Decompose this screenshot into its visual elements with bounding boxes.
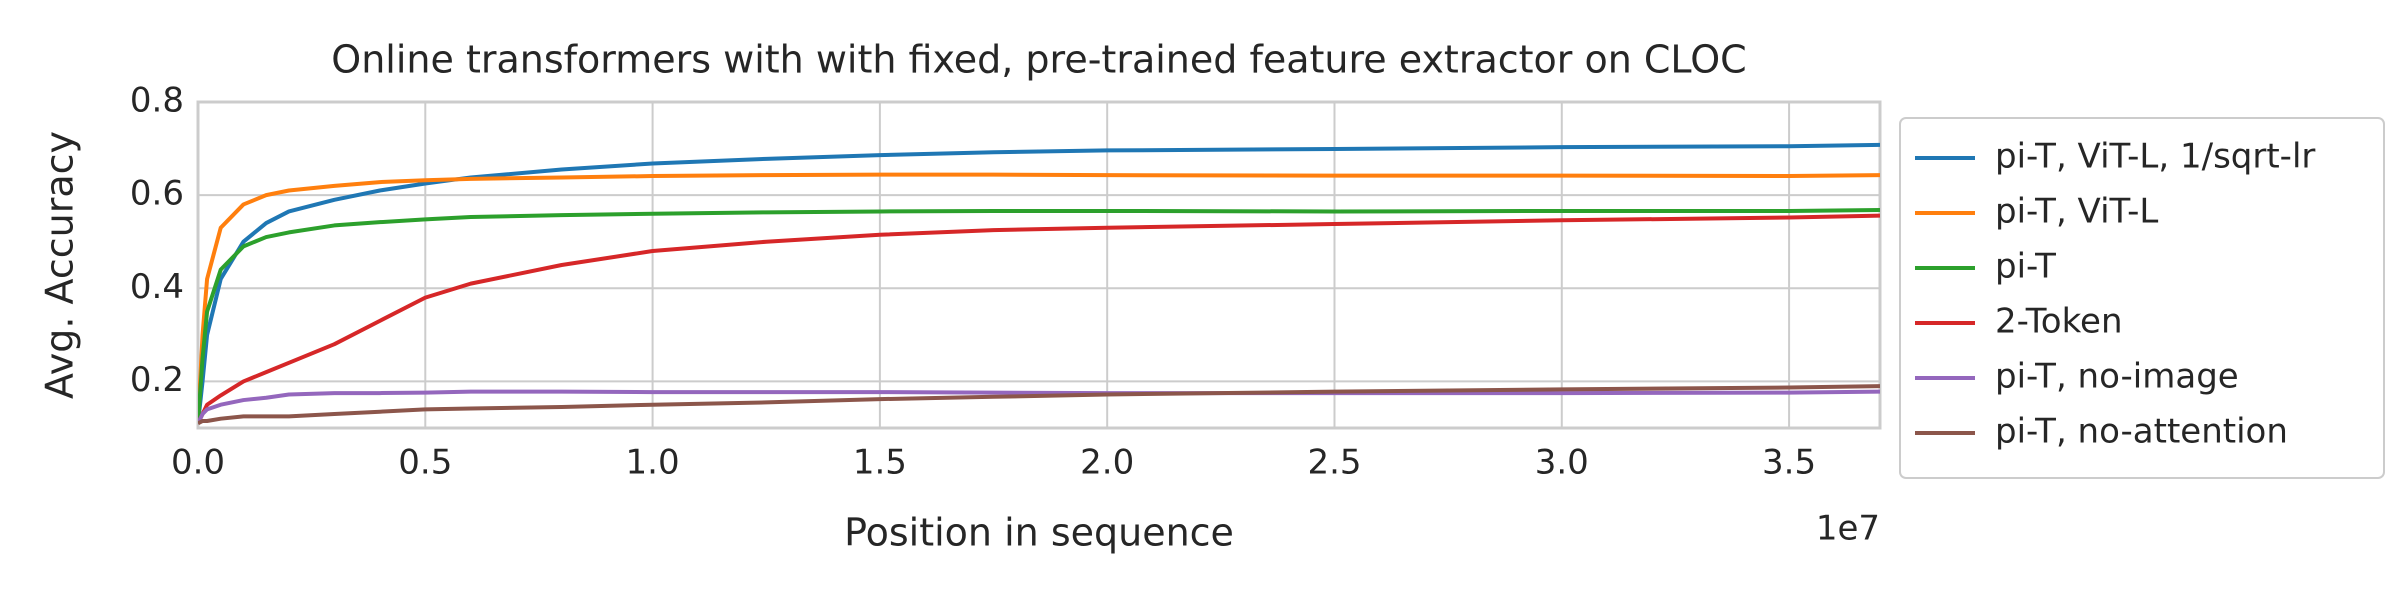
x-tick-label: 3.0 bbox=[1535, 443, 1589, 483]
legend-label: pi-T, ViT-L bbox=[1995, 192, 2158, 232]
x-axis-label: Position in sequence bbox=[844, 511, 1234, 555]
data-line bbox=[198, 213, 1880, 425]
x-tick-label: 1.5 bbox=[853, 443, 907, 483]
x-tick-label: 2.5 bbox=[1307, 443, 1361, 483]
chart-title: Online transformers with with fixed, pre… bbox=[331, 38, 1746, 82]
x-tick-label: 0.0 bbox=[171, 443, 225, 483]
x-tick-label: 3.5 bbox=[1762, 443, 1816, 483]
legend-label: pi-T, no-image bbox=[1995, 357, 2239, 397]
legend-label: pi-T, ViT-L, 1/sqrt-lr bbox=[1995, 137, 2315, 177]
x-offset-label: 1e7 bbox=[1816, 509, 1880, 549]
x-tick-label: 2.0 bbox=[1080, 443, 1134, 483]
y-tick-label: 0.8 bbox=[130, 81, 184, 121]
legend-label: pi-T bbox=[1995, 247, 2056, 287]
x-tick-label: 1.0 bbox=[626, 443, 680, 483]
x-tick-label: 0.5 bbox=[398, 443, 452, 483]
plot-frame bbox=[196, 100, 1882, 430]
y-tick-label: 0.4 bbox=[130, 267, 184, 307]
data-line bbox=[198, 172, 1880, 424]
data-line bbox=[198, 208, 1880, 424]
y-tick-label: 0.2 bbox=[130, 360, 184, 400]
legend-label: pi-T, no-attention bbox=[1995, 412, 2288, 452]
legend-label: 2-Token bbox=[1995, 302, 2123, 342]
y-axis-label: Avg. Accuracy bbox=[38, 131, 82, 399]
data-line bbox=[198, 384, 1880, 426]
legend-box bbox=[1899, 117, 2385, 479]
y-tick-label: 0.6 bbox=[130, 174, 184, 214]
